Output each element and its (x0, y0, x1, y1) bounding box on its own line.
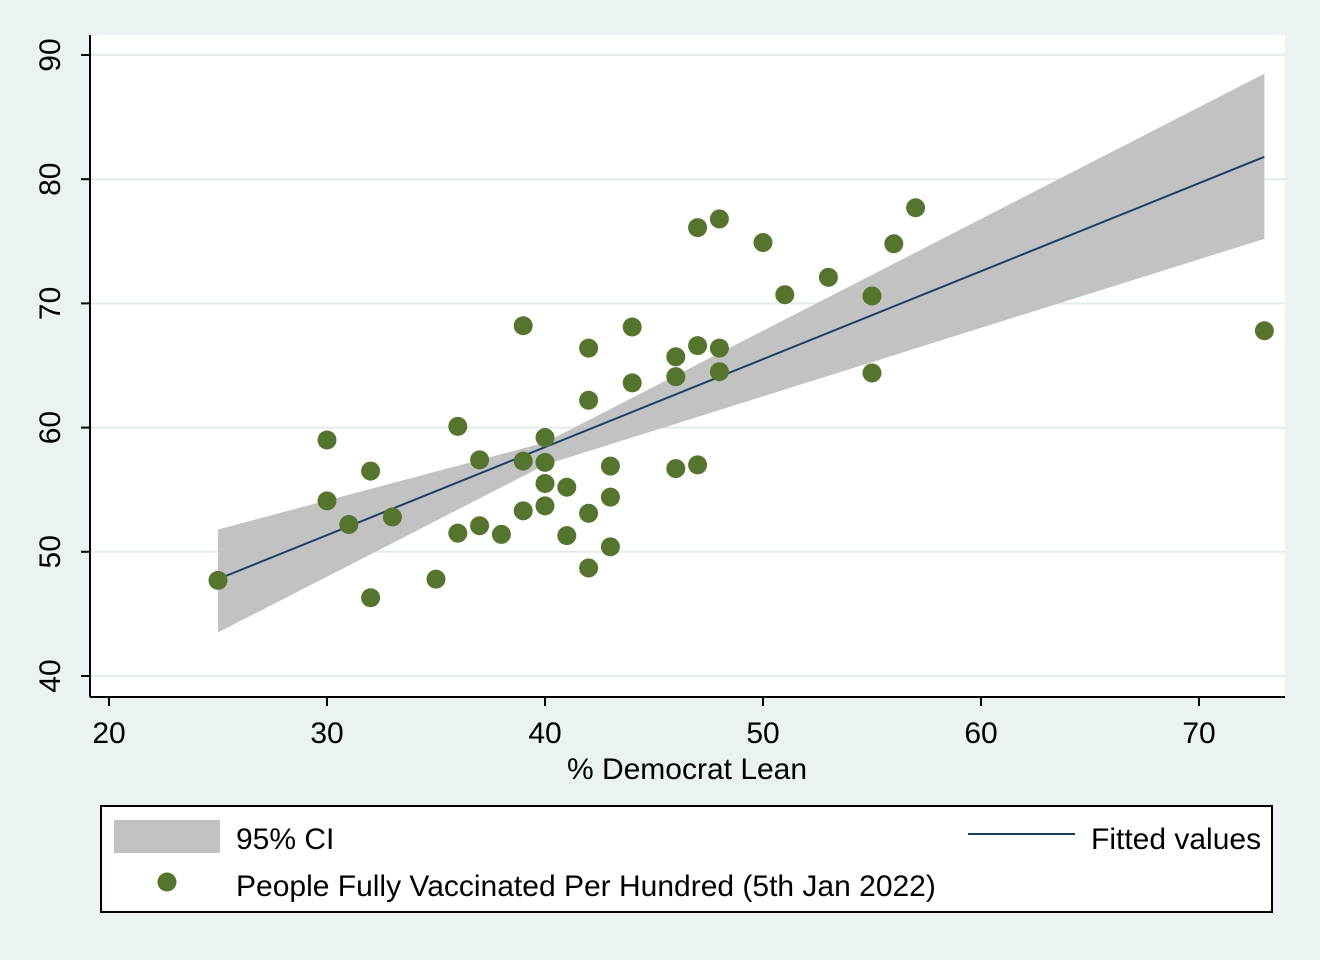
data-point-27 (600, 487, 620, 507)
data-point-33 (666, 459, 686, 479)
data-point-36 (688, 455, 708, 475)
data-point-30 (622, 373, 642, 393)
data-point-6 (382, 507, 402, 527)
data-point-10 (470, 450, 490, 470)
data-point-42 (818, 267, 838, 287)
x-tick-label-70: 70 (1182, 717, 1215, 750)
data-point-12 (491, 524, 511, 544)
x-tick-label-40: 40 (528, 717, 561, 750)
data-point-43 (862, 286, 882, 306)
data-point-26 (600, 456, 620, 476)
y-tick-label-90: 90 (34, 38, 67, 71)
x-tick-label-20: 20 (92, 717, 125, 750)
data-point-29 (622, 317, 642, 337)
data-point-13 (513, 316, 533, 336)
data-point-4 (361, 461, 381, 481)
legend-point-swatch (157, 872, 177, 892)
x-tick-label-30: 30 (310, 717, 343, 750)
data-point-11 (470, 516, 490, 536)
x-axis-title: % Democrat Lean (567, 753, 807, 786)
y-tick-label-80: 80 (34, 163, 67, 196)
x-tick-label-60: 60 (964, 717, 997, 750)
legend: 95% CI Fitted values People Fully Vaccin… (100, 805, 1273, 913)
data-point-0 (208, 570, 228, 590)
data-point-35 (688, 336, 708, 356)
data-point-34 (688, 218, 708, 238)
legend-points-label: People Fully Vaccinated Per Hundred (5th… (236, 870, 936, 903)
data-point-7 (426, 569, 446, 589)
data-point-24 (579, 503, 599, 523)
data-point-16 (535, 428, 555, 448)
data-point-17 (535, 452, 555, 472)
data-point-21 (557, 526, 577, 546)
y-tick-label-70: 70 (34, 287, 67, 320)
legend-ci-swatch (114, 820, 220, 853)
data-point-38 (709, 338, 729, 358)
data-point-47 (1254, 321, 1274, 341)
ci-band (218, 73, 1265, 633)
legend-ci-label: 95% CI (236, 823, 334, 856)
data-point-39 (709, 362, 729, 382)
data-point-22 (579, 338, 599, 358)
data-point-9 (448, 523, 468, 543)
axes: 20 30 40 50 60 70 40 50 60 70 80 90 (34, 35, 1285, 750)
data-point-46 (906, 198, 926, 218)
data-point-8 (448, 416, 468, 436)
data-point-37 (709, 209, 729, 229)
data-point-14 (513, 451, 533, 471)
y-tick-label-40: 40 (34, 659, 67, 692)
legend-fit-label: Fitted values (1091, 823, 1261, 856)
data-point-41 (775, 285, 795, 305)
data-point-2 (317, 491, 337, 511)
plot-area (90, 35, 1285, 697)
data-point-3 (339, 514, 359, 534)
data-point-44 (862, 363, 882, 383)
data-point-19 (535, 496, 555, 516)
y-tick-label-60: 60 (34, 411, 67, 444)
data-point-1 (317, 430, 337, 450)
data-point-18 (535, 473, 555, 493)
legend-box (100, 805, 1273, 913)
data-point-32 (666, 367, 686, 387)
data-point-20 (557, 477, 577, 497)
data-point-31 (666, 347, 686, 367)
y-tick-label-50: 50 (34, 535, 67, 568)
data-point-23 (579, 390, 599, 410)
data-point-40 (753, 233, 773, 253)
data-point-5 (361, 588, 381, 608)
data-point-45 (884, 234, 904, 254)
data-point-15 (513, 501, 533, 521)
x-tick-label-50: 50 (746, 717, 779, 750)
data-point-28 (600, 537, 620, 557)
data-point-25 (579, 558, 599, 578)
